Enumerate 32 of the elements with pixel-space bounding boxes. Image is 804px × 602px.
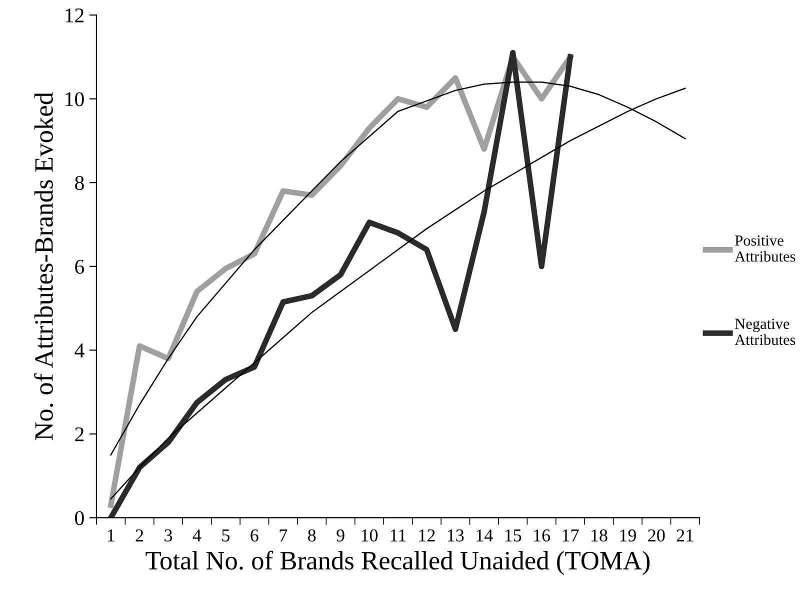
legend-label: Positive Attributes: [734, 235, 796, 262]
y-tick-label: 8: [75, 176, 84, 190]
y-tick-label: 6: [75, 260, 84, 274]
x-tick-label: 15: [505, 529, 522, 542]
x-tick-label: 21: [676, 529, 694, 542]
x-tick-label: 6: [250, 529, 258, 542]
y-tick-label: 10: [66, 92, 84, 106]
y-axis-title: No. of Attributes-Brands Evoked: [34, 92, 54, 440]
x-tick-label: 13: [448, 529, 464, 542]
x-tick-label: 7: [280, 530, 288, 542]
x-tick-label: 16: [534, 529, 550, 542]
x-tick-label: 10: [362, 529, 378, 542]
x-tick-label: 9: [336, 529, 344, 542]
y-tick-label: 0: [75, 511, 84, 526]
x-tick-label: 12: [419, 529, 435, 542]
x-tick-label: 17: [562, 529, 579, 542]
x-tick-label: 11: [390, 529, 406, 542]
y-tick-label: 2: [75, 427, 84, 442]
x-tick-label: 3: [164, 529, 172, 542]
x-tick-label: 20: [648, 529, 665, 542]
x-tick-label: 14: [476, 529, 493, 542]
y-tick-label: 4: [74, 344, 84, 358]
x-axis-title: Total No. of Brands Recalled Unaided (TOMA): [146, 550, 650, 575]
x-tick-label: 19: [620, 529, 636, 542]
x-tick-label: 5: [222, 530, 230, 542]
y-tick-label: 12: [66, 8, 84, 22]
x-tick-label: 18: [592, 529, 608, 542]
x-tick-label: 4: [192, 529, 202, 542]
x-tick-label: 1: [108, 529, 114, 542]
x-tick-label: 8: [308, 529, 316, 542]
x-tick-label: 2: [136, 529, 144, 542]
legend-label: Negative Attributes: [734, 318, 796, 345]
